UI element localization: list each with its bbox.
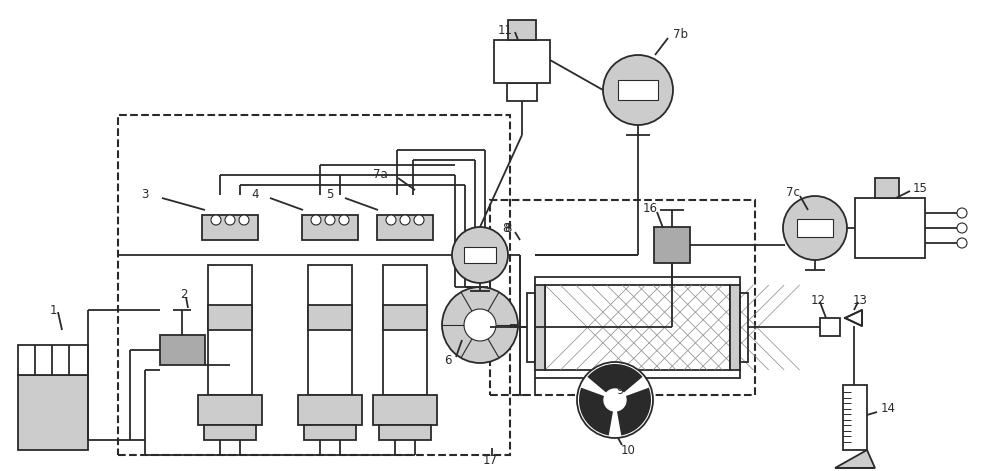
Text: 4: 4 [251, 188, 259, 202]
Bar [204, 425, 256, 440]
Bar [208, 305, 252, 330]
Bar [18, 345, 88, 375]
Circle shape [225, 215, 235, 225]
Bar [490, 200, 755, 395]
Circle shape [400, 215, 410, 225]
Circle shape [325, 215, 335, 225]
Circle shape [783, 196, 847, 260]
Circle shape [957, 223, 967, 233]
Text: 2: 2 [180, 289, 188, 301]
Text: 15: 15 [913, 181, 927, 195]
Polygon shape [835, 450, 875, 468]
Bar [202, 215, 258, 240]
Bar [507, 83, 537, 101]
Text: 12: 12 [810, 293, 826, 307]
Circle shape [414, 215, 424, 225]
Text: 9: 9 [616, 383, 624, 397]
Bar [508, 20, 536, 40]
Bar [18, 375, 88, 450]
Text: 5: 5 [326, 188, 334, 202]
Circle shape [603, 55, 673, 125]
Bar [797, 219, 833, 237]
Bar [494, 40, 550, 83]
Text: 17: 17 [482, 454, 498, 466]
Circle shape [577, 362, 653, 438]
Bar [198, 395, 262, 425]
Bar [377, 215, 433, 240]
Circle shape [452, 227, 508, 283]
Wedge shape [615, 388, 651, 436]
Bar [464, 247, 496, 263]
Circle shape [957, 238, 967, 248]
Text: 6: 6 [444, 354, 452, 366]
Circle shape [239, 215, 249, 225]
Bar [308, 265, 352, 395]
Text: 11: 11 [498, 24, 512, 36]
Text: 13: 13 [853, 293, 867, 307]
Bar [730, 285, 740, 370]
Circle shape [386, 215, 396, 225]
Bar [160, 335, 205, 365]
Circle shape [464, 309, 496, 341]
Text: 16: 16 [642, 202, 658, 214]
Bar [535, 285, 545, 370]
Bar [527, 293, 535, 362]
Bar [383, 265, 427, 395]
Text: 7b: 7b [672, 29, 688, 41]
Text: 7a: 7a [373, 169, 387, 181]
Circle shape [442, 287, 518, 363]
Wedge shape [579, 388, 615, 436]
Text: 1: 1 [50, 303, 58, 317]
Bar [535, 277, 740, 378]
Bar [820, 318, 840, 336]
Bar [855, 198, 925, 258]
Bar [208, 265, 252, 395]
Bar [298, 395, 362, 425]
Text: 7c: 7c [786, 187, 800, 200]
Text: 3: 3 [141, 188, 149, 202]
Text: 8: 8 [504, 221, 512, 235]
Bar [545, 285, 730, 370]
Circle shape [957, 208, 967, 218]
Text: 14: 14 [881, 401, 896, 414]
Bar [383, 305, 427, 330]
Circle shape [339, 215, 349, 225]
Circle shape [604, 389, 626, 411]
Bar [304, 425, 356, 440]
Text: 8: 8 [502, 221, 510, 235]
Circle shape [211, 215, 221, 225]
Wedge shape [587, 364, 643, 400]
Bar [843, 385, 867, 450]
Bar [118, 115, 510, 455]
Bar [308, 305, 352, 330]
Bar [373, 395, 437, 425]
Bar [740, 293, 748, 362]
Bar [379, 425, 431, 440]
Bar [302, 215, 358, 240]
Text: 10: 10 [621, 444, 635, 456]
Bar [618, 80, 658, 100]
Bar [654, 227, 690, 263]
Circle shape [311, 215, 321, 225]
Bar [875, 178, 899, 198]
